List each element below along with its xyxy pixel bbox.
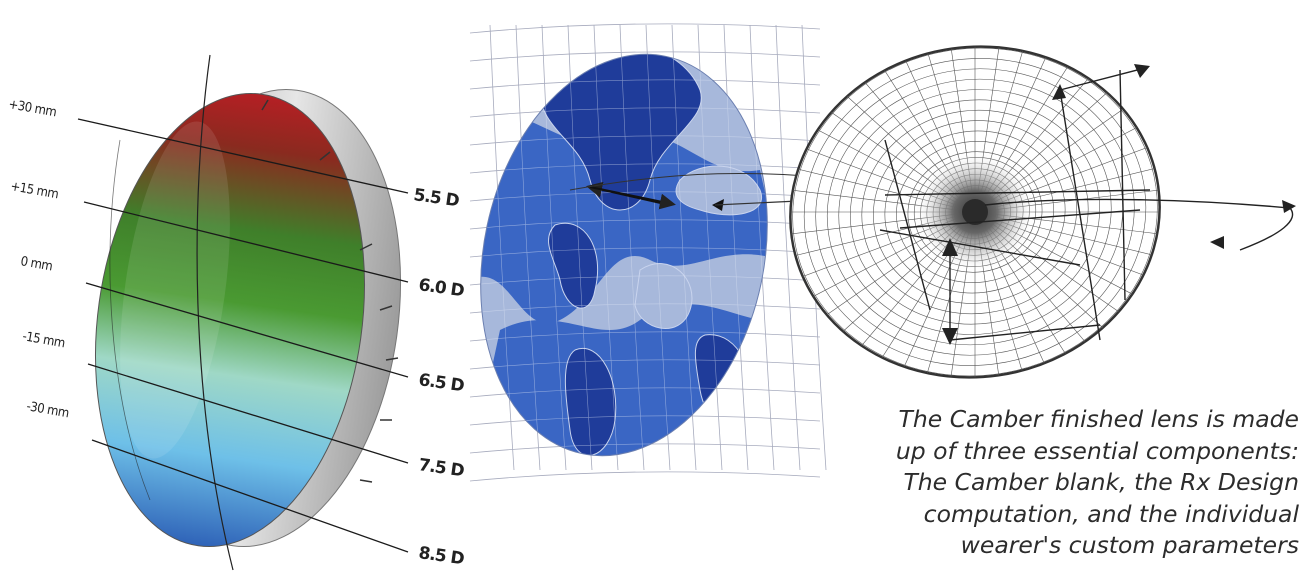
lens-lead-lines [77,118,409,553]
rim-ticks [261,99,399,483]
height-label: -30 mm [25,399,70,421]
rx-design-map [469,23,827,482]
map-arrow [589,186,676,210]
camber-blank-lens [94,54,402,571]
caption-line: The Camber blank, the Rx Design [903,468,1299,496]
caption-line: wearer's custom parameters [960,531,1299,559]
height-labels: +30 mm +15 mm 0 mm -15 mm -30 mm [7,97,70,421]
dish-arrow [1134,64,1150,78]
dish-center [962,199,988,225]
power-label: 5.5 D [412,185,460,211]
caption-line: The Camber finished lens is made [898,405,1299,433]
power-labels: 5.5 D 6.0 D 6.5 D 7.5 D 8.5 D [412,185,465,569]
power-label: 6.5 D [417,370,465,396]
lens-vertical-meridian [196,54,234,571]
wearer-parameters-dish [768,22,1296,402]
height-label: +15 mm [9,179,59,202]
power-label: 7.5 D [417,455,465,481]
power-label: 6.0 D [417,275,465,301]
caption: The Camber finished lens is made up of t… [799,404,1299,562]
height-label: -15 mm [21,329,66,351]
lens-face [94,92,366,548]
power-label: 8.5 D [417,543,465,569]
dish-arrow [942,238,958,256]
dish-arrow [1282,200,1296,213]
caption-line: computation, and the individual [923,499,1299,528]
dish-arrow [1210,236,1224,249]
dish-arrow [1052,84,1066,100]
height-label: +30 mm [7,97,57,120]
caption-line: up of three essential components: [895,436,1299,465]
height-label: 0 mm [19,254,53,274]
dish-arrow [942,328,958,345]
